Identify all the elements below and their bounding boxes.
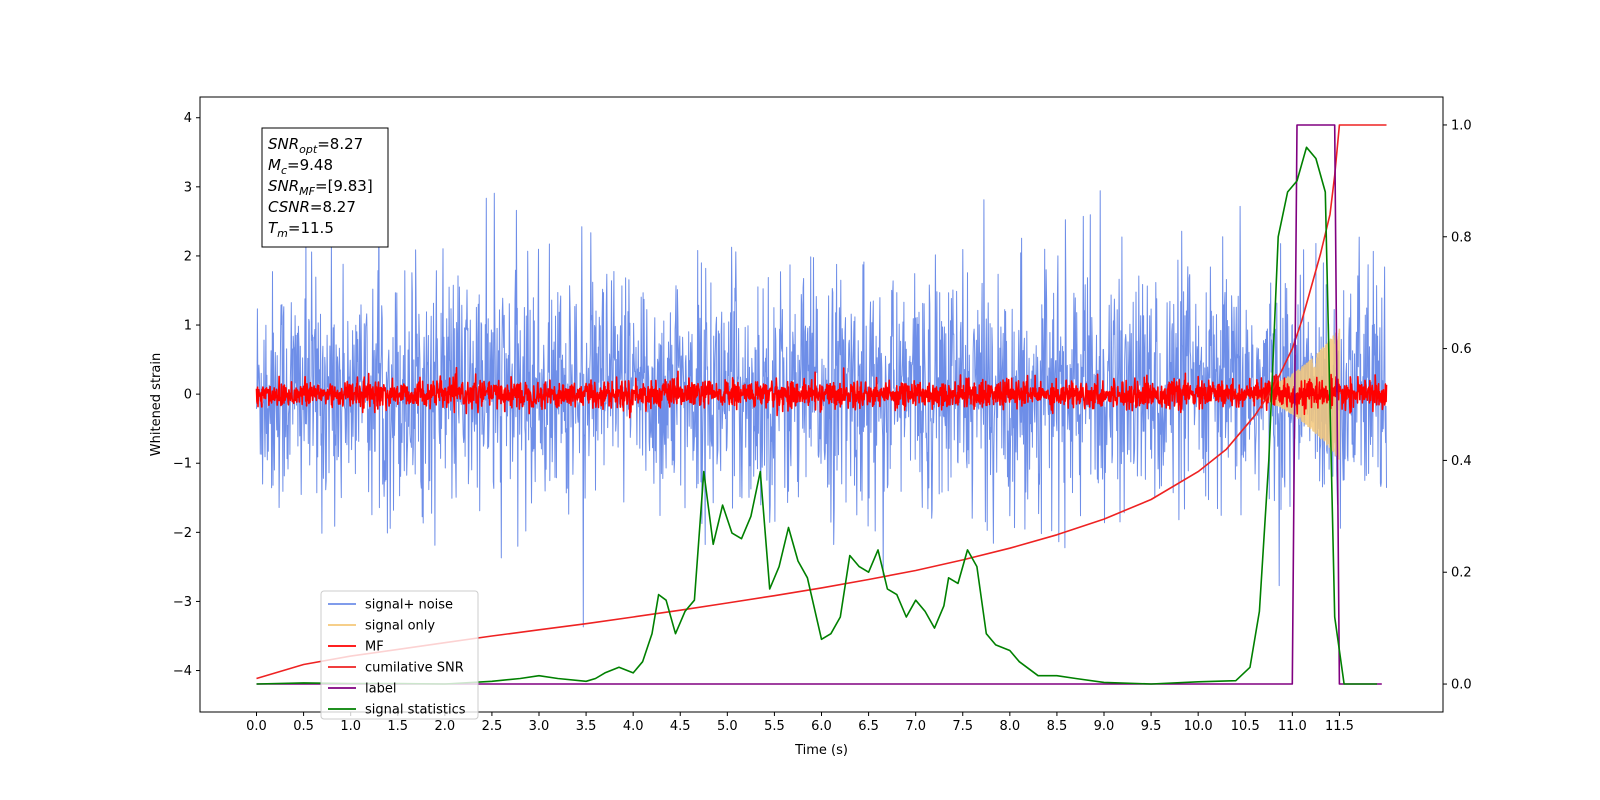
x-axis-label: Time (s)	[794, 743, 848, 758]
y2-tick-label: 0.8	[1451, 230, 1472, 245]
axes-layer: 0.0 0.5 1.0 1.5 2.0 2.5 3.0 3.5 4.0 4.5 5.0 5.5 6.0 6…	[173, 111, 1472, 734]
y2-tick-label: 0.0	[1451, 678, 1472, 693]
legend-label: signal+ noise	[365, 598, 453, 613]
x-tick-label: 8.5	[1047, 719, 1068, 734]
x-tick-label: 6.5	[858, 719, 879, 734]
series-line-mf	[255, 366, 1388, 419]
y2-tick-label: 0.6	[1451, 342, 1472, 357]
x-tick-label: 9.5	[1141, 719, 1162, 734]
y2-tick-label: 0.4	[1451, 454, 1472, 469]
y-tick-label: 2	[184, 249, 192, 264]
x-tick-label: 10.0	[1184, 719, 1213, 734]
x-tick-label: 4.0	[623, 719, 644, 734]
annotation-line: Mc=9.48	[268, 156, 333, 177]
legend-label: MF	[365, 640, 384, 655]
x-tick-label: 10.5	[1231, 719, 1260, 734]
x-tick-label: 11.5	[1325, 719, 1354, 734]
annotation-line: CSNR=8.27	[268, 198, 356, 216]
x-tick-label: 5.0	[717, 719, 738, 734]
y2-tick-label: 1.0	[1451, 118, 1472, 133]
legend-label: signal statistics	[365, 703, 466, 718]
x-tick-label: 5.5	[764, 719, 785, 734]
y-tick-label: 4	[184, 111, 192, 126]
legend-frame	[320, 590, 479, 720]
annotation-line: SNRopt=8.27	[268, 135, 363, 156]
legend: signal+ noise signal only MF cumilative SNR…	[320, 590, 479, 720]
legend-label: signal only	[365, 619, 435, 634]
x-tick-label: 0.5	[293, 719, 314, 734]
x-tick-label: 7.5	[952, 719, 973, 734]
x-tick-label: 3.0	[529, 719, 550, 734]
x-tick-label: 2.5	[482, 719, 503, 734]
x-tick-label: 11.0	[1278, 719, 1307, 734]
x-tick-label: 7.0	[905, 719, 926, 734]
x-tick-label: 4.5	[670, 719, 691, 734]
legend-label: label	[365, 682, 396, 697]
annotation-line: Tm=11.5	[268, 219, 334, 240]
legend-label: cumilative SNR	[365, 661, 464, 676]
y2-tick-label: 0.2	[1451, 566, 1472, 581]
y-tick-label: 0	[184, 388, 192, 403]
series-line-cumilative-snr	[256, 124, 1387, 680]
y-tick-label: 1	[184, 319, 192, 334]
y-tick-label: −1	[173, 457, 192, 472]
x-tick-label: 0.0	[246, 719, 267, 734]
y-tick-label: −2	[173, 526, 192, 541]
y-axis-label: Whitened strain	[149, 353, 164, 456]
annotation-line: SNRMF=[9.83]	[268, 177, 373, 198]
x-tick-label: 1.0	[340, 719, 361, 734]
y-tick-label: 3	[184, 180, 192, 195]
series-line-signal-statistics	[256, 146, 1378, 685]
x-tick-label: 9.0	[1094, 719, 1115, 734]
y-tick-label: −3	[173, 595, 192, 610]
annotation-frame	[261, 127, 389, 248]
x-tick-label: 3.5	[576, 719, 597, 734]
x-tick-label: 1.5	[387, 719, 408, 734]
x-tick-label: 6.0	[811, 719, 832, 734]
x-tick-label: 2.0	[434, 719, 455, 734]
plot-data-layer	[255, 124, 1388, 685]
x-tick-label: 8.0	[999, 719, 1020, 734]
y-tick-label: −4	[173, 664, 192, 679]
